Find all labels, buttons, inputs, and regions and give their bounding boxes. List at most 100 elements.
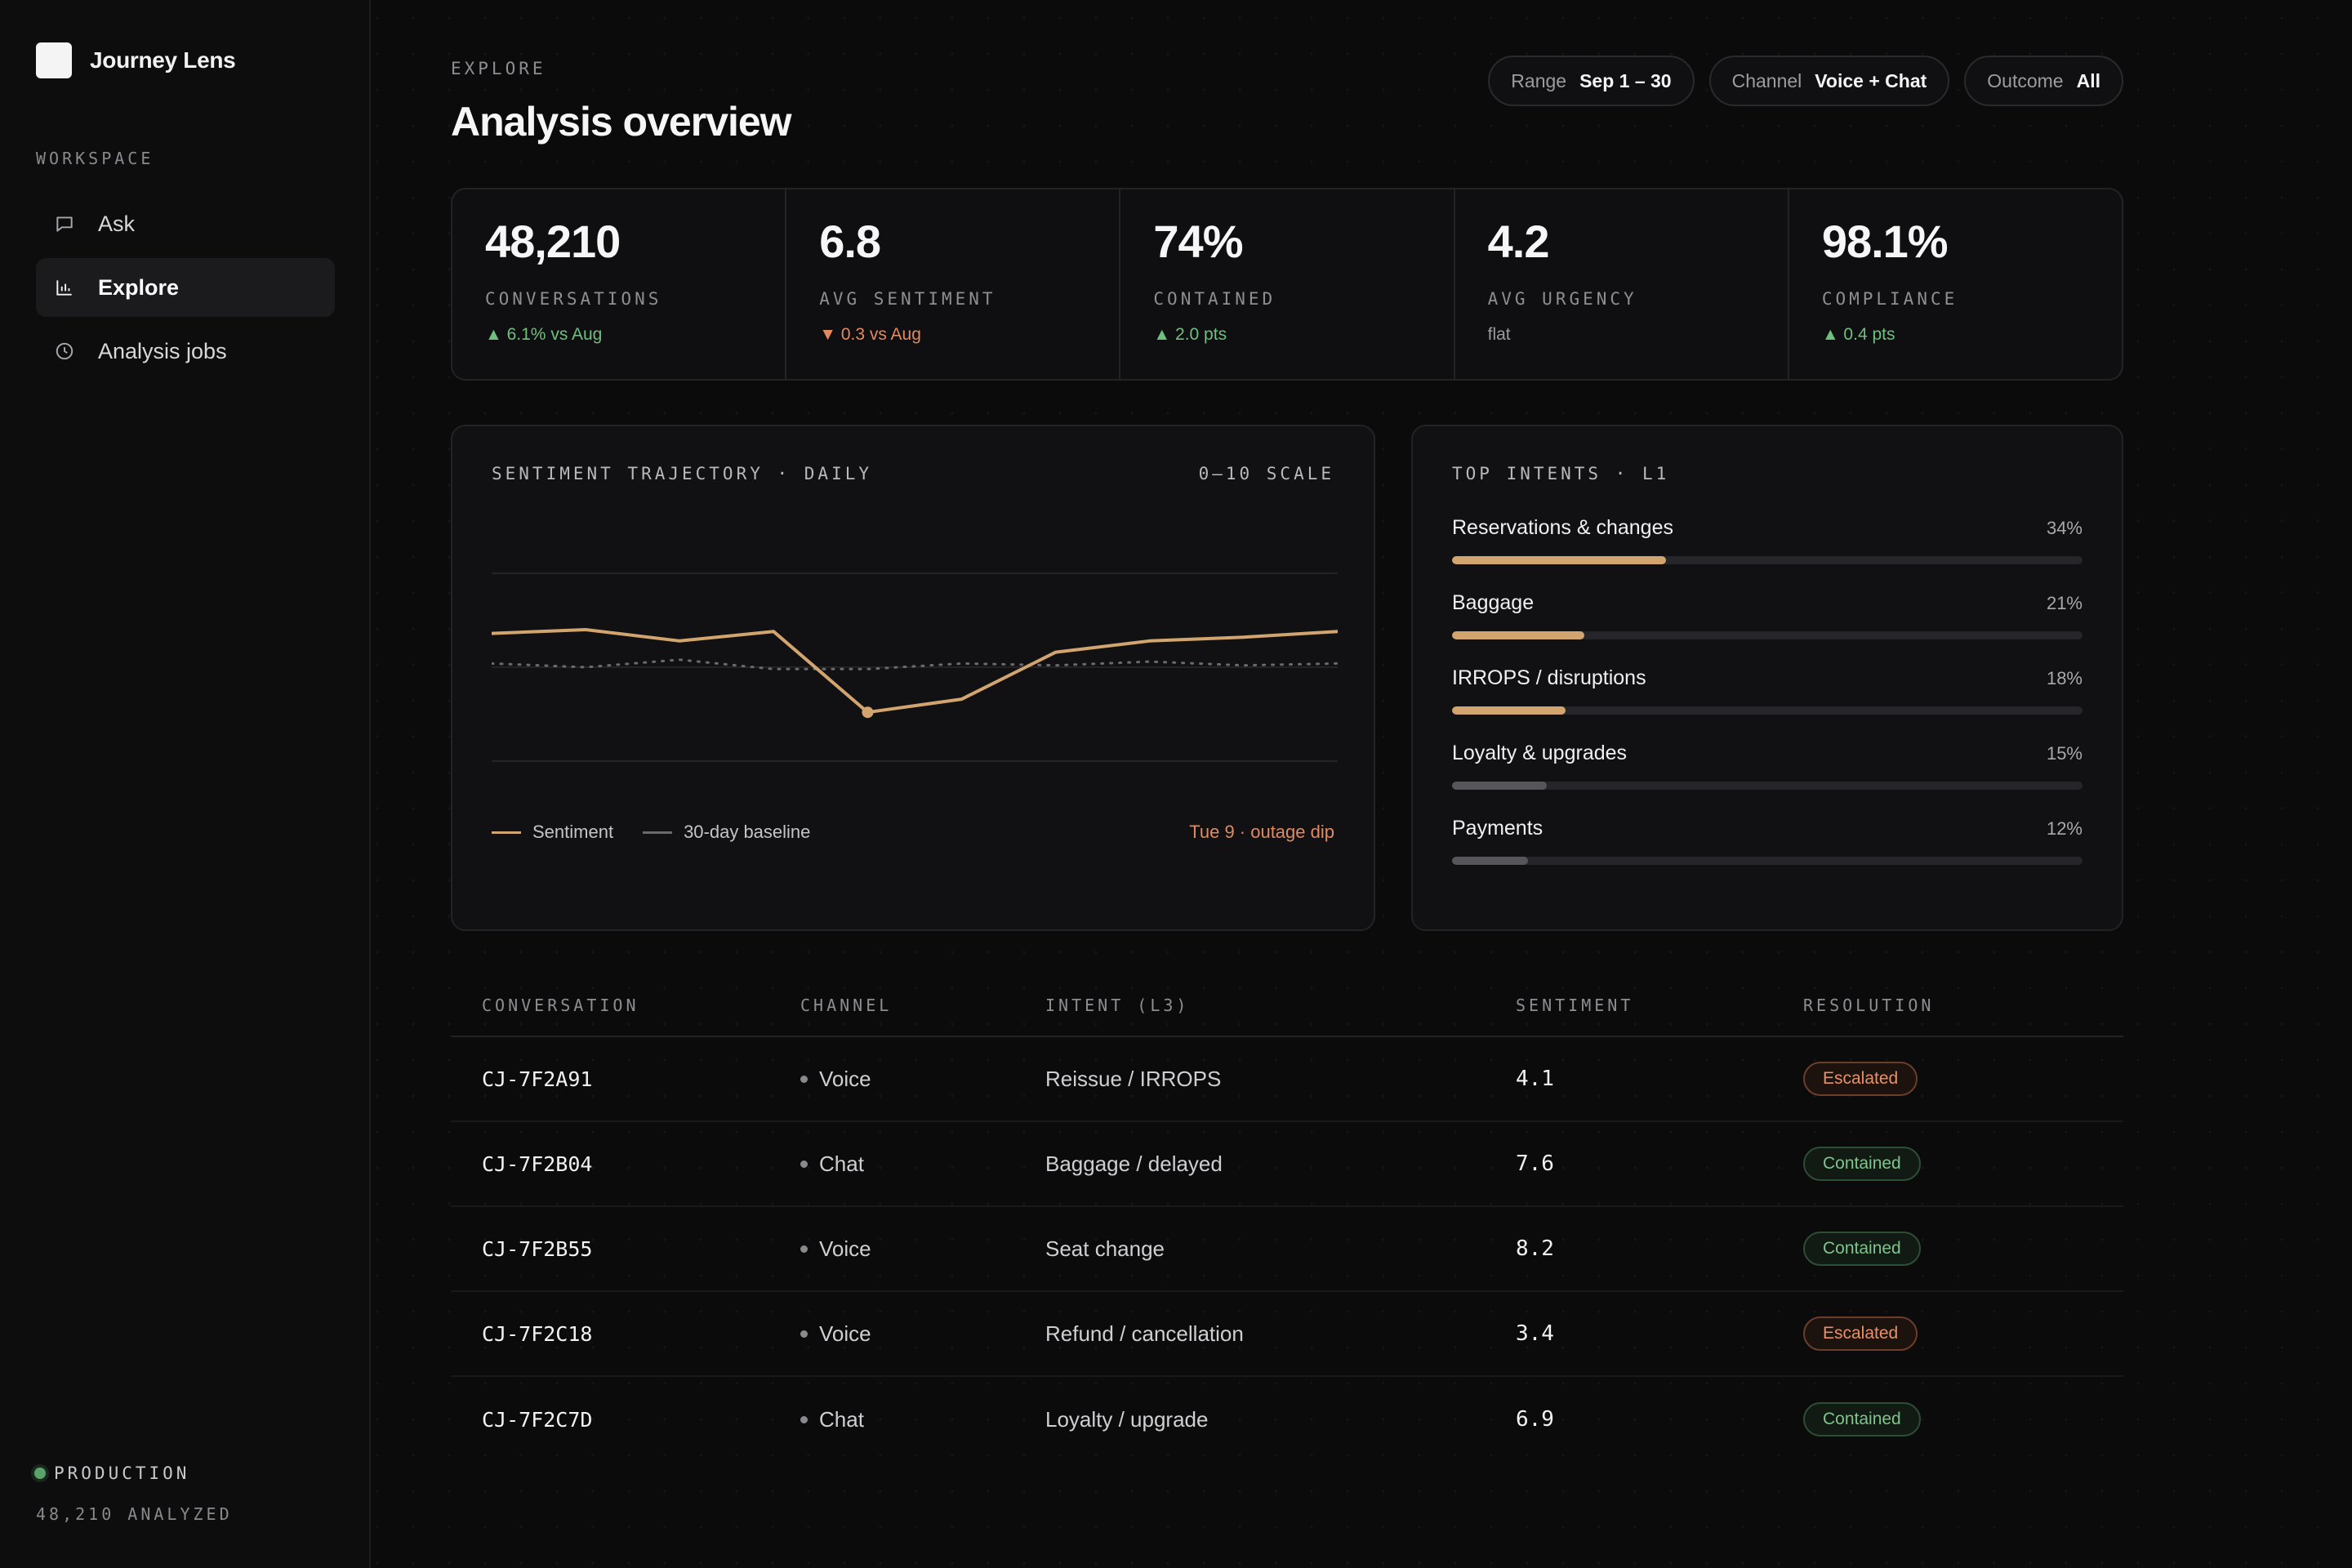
range-filter[interactable]: Range Sep 1 – 30 [1488, 56, 1695, 106]
intent-percent: 15% [2046, 743, 2082, 764]
kpi-value: 4.2 [1487, 216, 1550, 267]
intent-item[interactable]: Baggage 21% [1452, 591, 2082, 666]
chart-annotation: Tue 9 · outage dip [1189, 822, 1334, 842]
intent-bar-track [1452, 857, 2082, 865]
sentiment-cell: 7.6 [1516, 1152, 1554, 1176]
kpi-delta: ▼ 0.3 vs Aug [819, 325, 921, 344]
channel-cell: Voice [800, 1321, 1045, 1347]
intent-list: Reservations & changes 34% Baggage 21% IRR… [1452, 516, 2082, 892]
intent-bar [1452, 857, 1528, 865]
kpi-compliance: 98.1% COMPLIANCE ▲ 0.4 pts [1789, 189, 2122, 379]
intent-bar [1452, 706, 1566, 715]
table-row[interactable]: CJ-7F2B04 Chat Baggage / delayed 7.6 Con… [451, 1122, 2123, 1207]
channel-dot-icon [800, 1075, 808, 1083]
conversation-id[interactable]: CJ-7F2C18 [482, 1321, 593, 1346]
analyzed-count: 48,210 ANALYZED [36, 1504, 233, 1524]
kpi-label: CONTAINED [1153, 289, 1276, 309]
outcome-filter[interactable]: Outcome All [1964, 56, 2123, 106]
top-intents-panel: TOP INTENTS · L1 Reservations & changes 3… [1411, 425, 2123, 931]
chart-legend: Sentiment 30-day baseline [492, 822, 840, 843]
legend-item-baseline: 30-day baseline [643, 822, 810, 843]
conversation-table: CONVERSATION CHANNEL INTENT (L3) SENTIME… [451, 975, 2123, 1462]
outage-dip-marker [862, 706, 874, 719]
kpi-avg-urgency: 4.2 AVG URGENCY flat [1455, 189, 1789, 379]
intent-item[interactable]: Loyalty & upgrades 15% [1452, 742, 2082, 817]
intent-cell: Baggage / delayed [1045, 1151, 1223, 1176]
kpi-value: 74% [1153, 216, 1243, 267]
column-header[interactable]: CONVERSATION [482, 996, 639, 1015]
intent-label: Baggage [1452, 591, 1535, 614]
column-header[interactable]: CHANNEL [800, 996, 893, 1015]
kpi-delta: ▲ 2.0 pts [1153, 325, 1227, 344]
intent-item[interactable]: Reservations & changes 34% [1452, 516, 2082, 591]
intent-bar-track [1452, 631, 2082, 639]
intent-label: Reservations & changes [1452, 516, 1673, 539]
column-header[interactable]: RESOLUTION [1803, 996, 1935, 1015]
intent-item[interactable]: IRROPS / disruptions 18% [1452, 666, 2082, 742]
workspace-section-label: WORKSPACE [36, 149, 154, 168]
filter-value: All [2076, 69, 2100, 91]
filter-key: Range [1511, 69, 1567, 91]
column-header[interactable]: INTENT (L3) [1045, 996, 1190, 1015]
app-logo [36, 42, 72, 78]
status-badge: Contained [1803, 1232, 1921, 1266]
channel-dot-icon [800, 1160, 808, 1168]
page-title: Analysis overview [451, 99, 792, 145]
intent-label: Loyalty & upgrades [1452, 742, 1628, 764]
kpi-value: 48,210 [485, 216, 621, 267]
filter-key: Outcome [1987, 69, 2064, 91]
kpi-conversations: 48,210 CONVERSATIONS ▲ 6.1% vs Aug [452, 189, 787, 379]
kpi-delta: ▲ 0.4 pts [1821, 325, 1895, 344]
sentiment-cell: 8.2 [1516, 1236, 1554, 1261]
kpi-value: 6.8 [819, 216, 881, 267]
sentiment-chart-panel: SENTIMENT TRAJECTORY · DAILY 0–10 SCALE … [451, 425, 1375, 931]
channel-cell: Chat [800, 1407, 1045, 1432]
brand[interactable]: Journey Lens [36, 42, 236, 78]
channel-label: Chat [819, 1406, 864, 1432]
sidebar-item-explore[interactable]: Explore [36, 258, 335, 317]
sentiment-cell: 3.4 [1516, 1321, 1554, 1346]
conversation-id[interactable]: CJ-7F2B55 [482, 1236, 593, 1261]
intent-percent: 34% [2046, 518, 2082, 538]
intent-cell: Loyalty / upgrade [1045, 1406, 1209, 1432]
kpi-delta: flat [1487, 325, 1511, 344]
sidebar-item-analysis-jobs[interactable]: Analysis jobs [36, 322, 335, 381]
intent-percent: 21% [2046, 593, 2082, 613]
filter-value: Sep 1 – 30 [1579, 69, 1672, 91]
column-header[interactable]: SENTIMENT [1516, 996, 1634, 1015]
kpi-label: COMPLIANCE [1821, 289, 1958, 309]
table-row[interactable]: CJ-7F2C18 Voice Refund / cancellation 3.… [451, 1292, 2123, 1377]
channel-cell: Voice [800, 1236, 1045, 1262]
intent-cell: Refund / cancellation [1045, 1321, 1244, 1346]
kpi-value: 98.1% [1821, 216, 1949, 267]
filter-value: Voice + Chat [1815, 69, 1927, 91]
intent-cell: Seat change [1045, 1236, 1165, 1261]
kpi-label: AVG SENTIMENT [819, 289, 996, 309]
kpi-label: CONVERSATIONS [485, 289, 662, 309]
channel-dot-icon [800, 1415, 808, 1423]
channel-filter[interactable]: Channel Voice + Chat [1708, 56, 1950, 106]
environment-name: PRODUCTION [54, 1463, 190, 1483]
intent-bar [1452, 556, 1667, 564]
channel-label: Voice [819, 1236, 871, 1261]
table-row[interactable]: CJ-7F2A91 Voice Reissue / IRROPS 4.1 Esc… [451, 1037, 2123, 1122]
filter-bar: Range Sep 1 – 30 Channel Voice + Chat Ou… [1488, 56, 2123, 106]
intent-label: IRROPS / disruptions [1452, 666, 1646, 689]
sentiment-cell: 4.1 [1516, 1067, 1554, 1091]
channel-label: Voice [819, 1321, 871, 1346]
intent-item[interactable]: Payments 12% [1452, 817, 2082, 892]
sidebar-item-ask[interactable]: Ask [36, 194, 335, 253]
intent-bar-track [1452, 556, 2082, 564]
conversation-id[interactable]: CJ-7F2C7D [482, 1407, 593, 1432]
sentiment-series-line [492, 628, 1338, 715]
conversation-id[interactable]: CJ-7F2B04 [482, 1152, 593, 1176]
table-row[interactable]: CJ-7F2C7D Chat Loyalty / upgrade 6.9 Con… [451, 1377, 2123, 1462]
channel-dot-icon [800, 1245, 808, 1253]
channel-label: Chat [819, 1151, 864, 1176]
sidebar-item-label: Ask [98, 211, 136, 236]
status-badge: Escalated [1803, 1062, 1918, 1096]
intent-cell: Reissue / IRROPS [1045, 1066, 1222, 1091]
table-row[interactable]: CJ-7F2B55 Voice Seat change 8.2 Containe… [451, 1207, 2123, 1292]
sidebar-nav: Ask Explore Analysis jobs [36, 194, 335, 385]
conversation-id[interactable]: CJ-7F2A91 [482, 1067, 593, 1091]
